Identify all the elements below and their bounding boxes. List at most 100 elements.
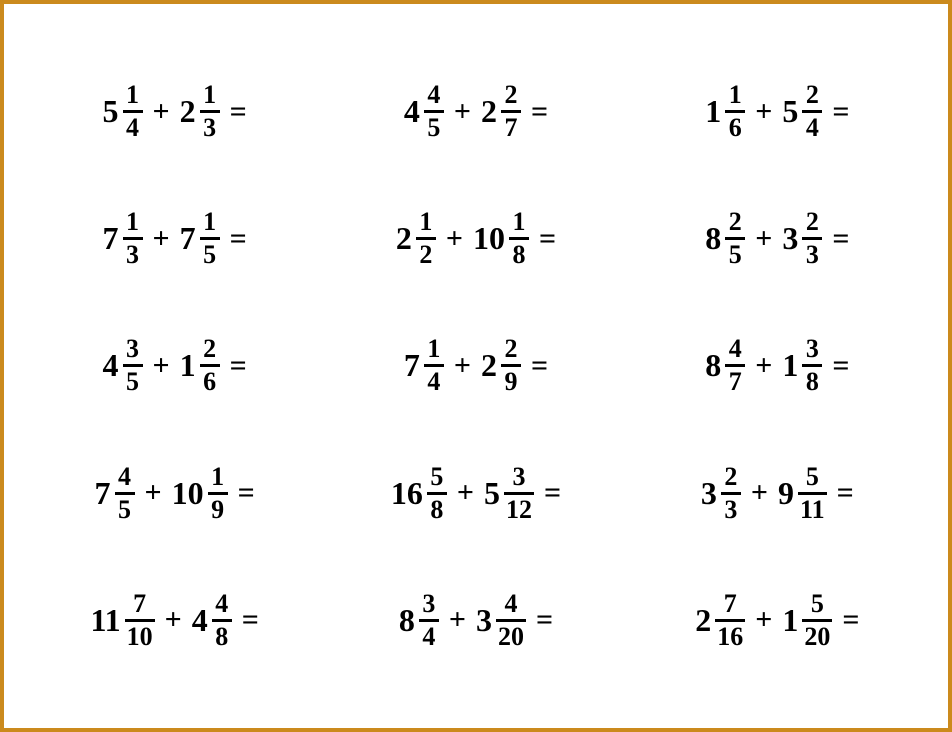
mixed-number-a: 834 — [399, 591, 439, 650]
denominator: 3 — [722, 497, 739, 523]
problem: 116+524= — [705, 82, 849, 141]
denominator: 5 — [727, 242, 744, 268]
fraction-part: 26 — [200, 336, 220, 395]
problem: 11710+448= — [90, 591, 258, 650]
mixed-number-a: 435 — [103, 336, 143, 395]
whole-part: 7 — [95, 475, 115, 512]
fraction-part: 14 — [424, 336, 444, 395]
denominator: 8 — [510, 242, 527, 268]
problem-cell: 713+715= — [24, 175, 325, 302]
operator: + — [444, 95, 481, 129]
numerator: 2 — [201, 336, 218, 362]
mixed-number-a: 212 — [396, 209, 436, 268]
mixed-number-a: 713 — [103, 209, 143, 268]
operator: + — [439, 603, 476, 637]
numerator: 4 — [116, 464, 133, 490]
whole-part: 4 — [192, 602, 212, 639]
denominator: 7 — [502, 115, 519, 141]
numerator: 1 — [209, 464, 226, 490]
numerator: 4 — [727, 336, 744, 362]
numerator: 7 — [722, 591, 739, 617]
numerator: 5 — [804, 464, 821, 490]
equals-sign: = — [232, 603, 259, 637]
operator: + — [143, 222, 180, 256]
mixed-number-a: 745 — [95, 464, 135, 523]
mixed-number-b: 3420 — [476, 591, 526, 650]
equals-sign: = — [832, 603, 859, 637]
whole-part: 1 — [180, 347, 200, 384]
problem: 445+227= — [404, 82, 548, 141]
whole-part: 4 — [103, 347, 123, 384]
mixed-number-a: 11 7 10 — [90, 591, 154, 650]
whole-part: 11 — [90, 602, 124, 639]
fraction-part: 45 — [424, 82, 444, 141]
problem: 825+323= — [705, 209, 849, 268]
whole-part: 3 — [782, 220, 802, 257]
fraction-part: 12 — [416, 209, 436, 268]
mixed-number-a: 27 16 — [695, 591, 745, 650]
fraction-part: 13 — [123, 209, 143, 268]
mixed-number-a: 116 — [705, 82, 745, 141]
operator: + — [143, 95, 180, 129]
fraction-part: 47 — [725, 336, 745, 395]
whole-part: 2 — [695, 602, 715, 639]
mixed-number-b: 524 — [782, 82, 822, 141]
whole-part: 7 — [180, 220, 200, 257]
mixed-number-b: 213 — [180, 82, 220, 141]
operator: + — [143, 349, 180, 383]
fraction-part: 48 — [212, 591, 232, 650]
problem-cell: 714+229= — [325, 302, 626, 429]
problem-cell: 847+138= — [627, 302, 928, 429]
whole-part: 8 — [705, 347, 725, 384]
denominator: 9 — [209, 497, 226, 523]
fraction-part: 16 — [725, 82, 745, 141]
problem: 714+229= — [404, 336, 548, 395]
numerator: 4 — [425, 82, 442, 108]
fraction-part: 23 — [802, 209, 822, 268]
problem-cell: 834+3420= — [325, 557, 626, 684]
mixed-number-b: 715 — [180, 209, 220, 268]
numerator: 2 — [502, 82, 519, 108]
fraction-part: 520 — [802, 591, 832, 650]
whole-part: 1 — [705, 93, 725, 130]
equals-sign: = — [822, 95, 849, 129]
equals-sign: = — [521, 349, 548, 383]
numerator: 1 — [510, 209, 527, 235]
denominator: 4 — [420, 624, 437, 650]
whole-part: 7 — [103, 220, 123, 257]
denominator: 4 — [124, 115, 141, 141]
whole-part: 8 — [705, 220, 725, 257]
operator: + — [447, 476, 484, 510]
mixed-number-b: 138 — [782, 336, 822, 395]
denominator: 16 — [715, 624, 745, 650]
equals-sign: = — [822, 349, 849, 383]
problem: 713+715= — [103, 209, 247, 268]
fraction-part: 511 — [798, 464, 827, 523]
denominator: 8 — [804, 369, 821, 395]
numerator: 3 — [804, 336, 821, 362]
numerator: 1 — [727, 82, 744, 108]
mixed-number-a: 847 — [705, 336, 745, 395]
whole-part: 8 — [399, 602, 419, 639]
numerator: 7 — [131, 591, 148, 617]
fraction-part: 312 — [504, 464, 534, 523]
denominator: 3 — [201, 115, 218, 141]
numerator: 1 — [201, 82, 218, 108]
mixed-number-a: 1658 — [391, 464, 447, 523]
equals-sign: = — [534, 476, 561, 510]
operator: + — [741, 476, 778, 510]
denominator: 20 — [802, 624, 832, 650]
fraction-part: 19 — [208, 464, 228, 523]
problem-cell: 825+323= — [627, 175, 928, 302]
denominator: 6 — [201, 369, 218, 395]
whole-part: 9 — [778, 475, 798, 512]
denominator: 10 — [125, 624, 155, 650]
numerator: 2 — [727, 209, 744, 235]
fraction-part: 58 — [427, 464, 447, 523]
fraction-part: 15 — [200, 209, 220, 268]
numerator: 2 — [722, 464, 739, 490]
numerator: 3 — [124, 336, 141, 362]
fraction-part: 14 — [123, 82, 143, 141]
problem-cell: 11710+448= — [24, 557, 325, 684]
fraction-part: 25 — [725, 209, 745, 268]
